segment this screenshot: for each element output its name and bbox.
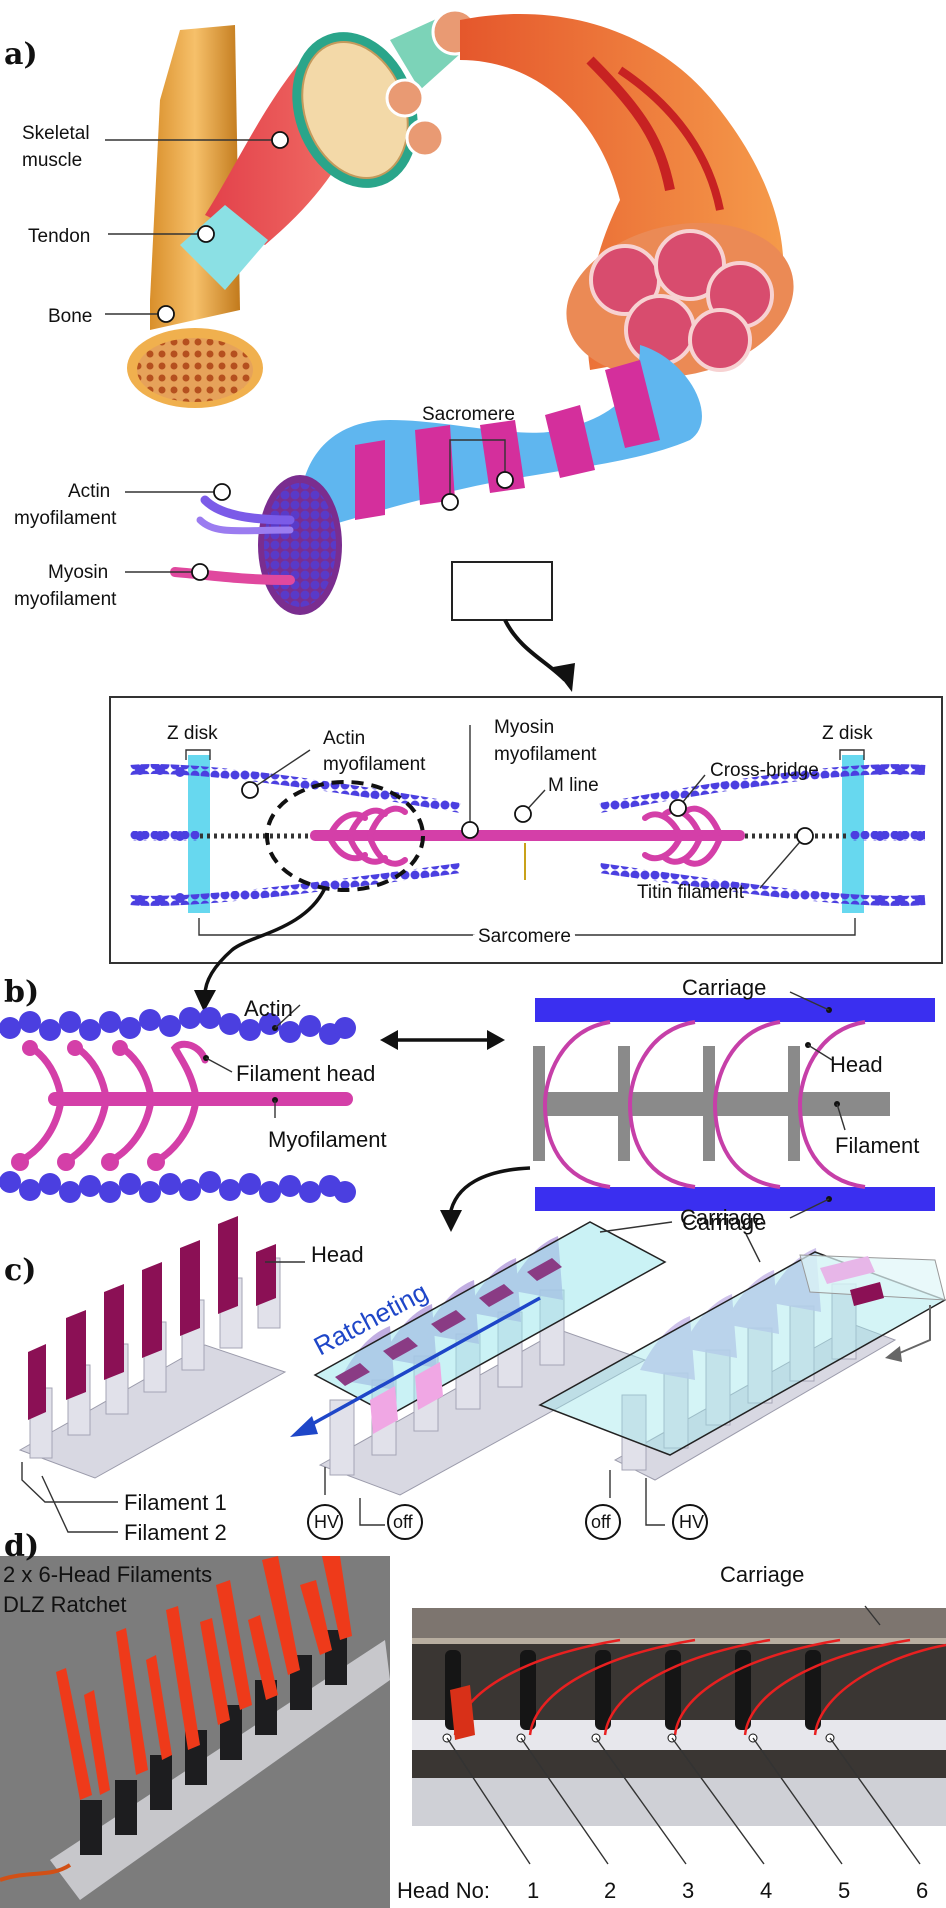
head-number-list: 1 2 3 4 5 6 bbox=[527, 1878, 928, 1903]
b-carriage-bottom-label: Carriage bbox=[682, 1210, 766, 1235]
sarc-myosin-2: myofilament bbox=[494, 744, 597, 765]
carriage-plate-left bbox=[313, 1221, 667, 1416]
anatomy-labels bbox=[105, 131, 514, 581]
b-actin-label: Actin bbox=[244, 996, 293, 1021]
off-left-circle bbox=[387, 1504, 423, 1540]
label-tendon: Tendon bbox=[28, 226, 90, 247]
b-head-label: Head bbox=[830, 1052, 883, 1077]
panel-b-biology bbox=[0, 1004, 505, 1203]
label-bone: Bone bbox=[48, 306, 92, 327]
zoom-box bbox=[451, 561, 553, 621]
sarc-cross-bridge: Cross-bridge bbox=[710, 760, 819, 781]
panel-label-c: c) bbox=[4, 1253, 36, 1288]
d-carriage-label: Carriage bbox=[720, 1562, 804, 1587]
c-filament1-label: Filament 1 bbox=[124, 1490, 227, 1515]
c-head-label: Head bbox=[311, 1242, 364, 1267]
d-photo-title-2: DLZ Ratchet bbox=[3, 1592, 127, 1617]
c-filament2-label: Filament 2 bbox=[124, 1520, 227, 1545]
sarc-titin: Titin filament bbox=[637, 882, 745, 903]
ratchet-arrow bbox=[304, 1296, 541, 1430]
d-head-no-label: Head No: bbox=[397, 1878, 490, 1903]
c-off-left: off bbox=[393, 1512, 414, 1532]
bone-marker bbox=[157, 305, 175, 323]
sacromere-marker-left bbox=[441, 493, 459, 511]
sarc-myosin-1: Myosin bbox=[494, 717, 554, 738]
sarc-sarcomere: Sarcomere bbox=[478, 926, 571, 947]
head-number: 5 bbox=[838, 1878, 850, 1903]
c-carriage-label: Carriage bbox=[680, 1205, 764, 1230]
b-myofilament-label: Myofilament bbox=[268, 1127, 387, 1152]
head-number: 2 bbox=[604, 1878, 616, 1903]
b-filament-head-label: Filament head bbox=[236, 1061, 375, 1086]
photo-right bbox=[412, 1605, 946, 1865]
label-myosin-2: myofilament bbox=[14, 589, 117, 610]
b-carriage-top-label: Carriage bbox=[682, 975, 766, 1000]
muscle-anatomy-illustration bbox=[127, 8, 794, 692]
head-number: 4 bbox=[760, 1878, 772, 1903]
label-actin-1: Actin bbox=[68, 481, 110, 502]
sacromere-marker-right bbox=[496, 471, 514, 489]
crossbridge-highlight bbox=[265, 780, 425, 892]
hv-left-circle bbox=[307, 1504, 343, 1540]
myofilament-shaft bbox=[48, 1092, 353, 1106]
photo-left-heads bbox=[56, 1556, 352, 1800]
sarcomere-diagram bbox=[109, 696, 943, 1012]
hv-right-circle bbox=[672, 1504, 708, 1540]
d-photo-title-1: 2 x 6-Head Filaments bbox=[3, 1562, 212, 1587]
myosin-marker bbox=[191, 563, 209, 581]
actin-marker bbox=[213, 483, 231, 501]
panel-label-b: b) bbox=[4, 975, 39, 1010]
panel-label-a: a) bbox=[4, 37, 38, 72]
panel-c-ratchet-model bbox=[18, 1216, 946, 1540]
label-skeletal-2: muscle bbox=[22, 150, 82, 171]
label-skeletal-1: Skeletal bbox=[22, 123, 90, 144]
c-hv-left: HV bbox=[314, 1512, 339, 1532]
sarc-m-line: M line bbox=[548, 775, 599, 796]
panel-label-d: d) bbox=[4, 1529, 39, 1564]
b-filament-label: Filament bbox=[835, 1133, 919, 1158]
head-number: 1 bbox=[527, 1878, 539, 1903]
label-sacromere: Sacromere bbox=[422, 404, 515, 425]
sarc-zdisk-right: Z disk bbox=[822, 723, 873, 744]
label-actin-2: myofilament bbox=[14, 508, 117, 529]
panel-b-mechanism bbox=[440, 991, 935, 1232]
photo-left bbox=[0, 1556, 390, 1908]
sarc-actin-1: Actin bbox=[323, 728, 365, 749]
off-right-circle bbox=[585, 1504, 621, 1540]
c-off-right: off bbox=[591, 1512, 612, 1532]
head-number: 3 bbox=[682, 1878, 694, 1903]
c-hv-right: HV bbox=[679, 1512, 704, 1532]
tendon-marker bbox=[197, 225, 215, 243]
sarc-zdisk-left: Z disk bbox=[167, 723, 218, 744]
head-number: 6 bbox=[916, 1878, 928, 1903]
carriage-bottom-bar bbox=[535, 1187, 935, 1211]
skeletal-muscle-marker bbox=[271, 131, 289, 149]
sarc-actin-2: myofilament bbox=[323, 754, 426, 775]
label-myosin-1: Myosin bbox=[48, 562, 108, 583]
carriage-top-bar bbox=[535, 998, 935, 1022]
